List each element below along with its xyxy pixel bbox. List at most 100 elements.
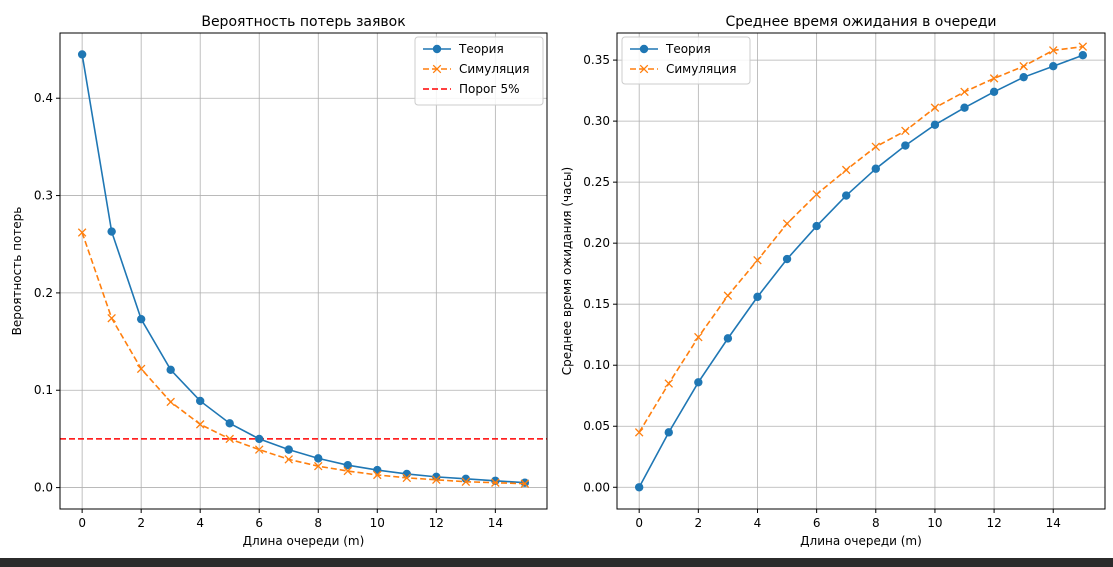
data-point bbox=[136, 364, 146, 374]
data-point bbox=[930, 120, 940, 129]
x-tick-label: 0 bbox=[78, 516, 86, 530]
data-point bbox=[166, 397, 175, 407]
legend-label: Симуляция bbox=[666, 62, 736, 76]
data-point bbox=[989, 87, 999, 97]
data-point bbox=[753, 255, 762, 265]
data-point bbox=[343, 460, 352, 470]
x-tick-label: 4 bbox=[754, 516, 762, 530]
x-tick-label: 2 bbox=[695, 516, 703, 530]
data-point bbox=[225, 419, 234, 428]
data-point bbox=[491, 476, 500, 485]
y-tick-label: 0.00 bbox=[583, 480, 610, 494]
data-point bbox=[782, 254, 792, 264]
chart-title: Вероятность потерь заявок bbox=[201, 14, 405, 30]
y-tick-label: 0.0 bbox=[34, 481, 53, 495]
data-point bbox=[989, 74, 999, 83]
data-point bbox=[195, 420, 205, 429]
y-tick-label: 0.25 bbox=[583, 175, 610, 189]
data-point bbox=[812, 190, 821, 199]
data-point bbox=[107, 313, 116, 323]
data-point bbox=[842, 191, 851, 200]
y-tick-label: 0.1 bbox=[34, 383, 53, 397]
x-tick-label: 14 bbox=[488, 516, 503, 530]
data-point bbox=[314, 454, 323, 463]
x-tick-label: 8 bbox=[872, 516, 880, 530]
data-point bbox=[1078, 51, 1088, 60]
x-axis-title: Длина очереди (m) bbox=[243, 534, 365, 548]
legend-marker bbox=[432, 44, 442, 54]
data-point bbox=[960, 103, 969, 112]
y-tick-label: 0.2 bbox=[34, 286, 53, 300]
y-tick-label: 0.05 bbox=[583, 419, 610, 433]
data-point bbox=[491, 478, 500, 487]
data-point bbox=[284, 445, 293, 454]
data-point bbox=[1019, 61, 1028, 71]
x-tick-label: 10 bbox=[370, 516, 385, 530]
data-point bbox=[841, 165, 851, 175]
legend: Теория Симуляция Порог 5% bbox=[414, 36, 544, 106]
data-point bbox=[284, 455, 294, 464]
data-point bbox=[77, 50, 87, 59]
x-axis-title: Длина очереди (m) bbox=[800, 534, 922, 548]
y-tick-label: 0.3 bbox=[34, 189, 53, 203]
data-point bbox=[901, 141, 910, 150]
x-tick-label: 10 bbox=[927, 516, 942, 530]
data-point bbox=[136, 314, 146, 324]
y-axis-title: Среднее время ожидания (часы) bbox=[560, 167, 574, 375]
data-point bbox=[107, 227, 116, 236]
data-point bbox=[1048, 46, 1058, 55]
legend-label: Теория bbox=[665, 42, 711, 56]
data-point bbox=[254, 445, 264, 454]
data-point bbox=[373, 465, 382, 475]
data-point bbox=[901, 126, 910, 136]
data-point bbox=[402, 473, 412, 483]
data-point bbox=[664, 379, 674, 388]
series-line-1 bbox=[638, 45, 1083, 433]
x-tick-label: 2 bbox=[137, 516, 145, 530]
data-point bbox=[77, 228, 87, 237]
x-tick-label: 6 bbox=[255, 516, 263, 530]
plot-frame bbox=[59, 32, 548, 510]
x-tick-label: 12 bbox=[986, 516, 1001, 530]
x-tick-label: 4 bbox=[196, 516, 204, 530]
x-tick-label: 6 bbox=[813, 516, 821, 530]
bottom-bar bbox=[0, 558, 1113, 567]
data-point bbox=[461, 474, 471, 484]
data-point bbox=[782, 219, 792, 228]
data-point bbox=[930, 103, 940, 112]
loss-probability-chart: 0 2 4 6 8 10 12 14 0.0 0.1 0.2 0.3 0.4 Вероятность п… bbox=[10, 14, 548, 548]
data-point bbox=[1019, 72, 1028, 82]
data-point bbox=[694, 332, 703, 342]
y-tick-label: 0.15 bbox=[583, 297, 610, 311]
plot-frame bbox=[616, 32, 1106, 510]
legend-label: Симуляция bbox=[459, 62, 529, 76]
data-point bbox=[1049, 61, 1058, 71]
legend-marker bbox=[639, 64, 649, 74]
data-point bbox=[753, 292, 762, 302]
chart-title: Среднее время ожидания в очереди bbox=[725, 14, 996, 30]
series-line-0 bbox=[638, 54, 1084, 488]
data-point bbox=[461, 477, 471, 487]
y-tick-label: 0.35 bbox=[583, 53, 610, 67]
data-point bbox=[520, 479, 530, 488]
y-tick-label: 0.4 bbox=[34, 91, 53, 105]
series-line-0 bbox=[81, 54, 525, 484]
data-point bbox=[195, 396, 205, 406]
data-point bbox=[432, 475, 441, 485]
data-point bbox=[520, 478, 530, 487]
data-point bbox=[694, 378, 703, 387]
data-point bbox=[871, 142, 881, 152]
y-tick-label: 0.10 bbox=[583, 358, 610, 372]
data-point bbox=[634, 483, 644, 492]
waiting-time-chart: 0 2 4 6 8 10 12 14 0.00 0.05 0.10 0.15 0.20 0.25 0.30 0… bbox=[560, 14, 1106, 548]
data-point bbox=[1078, 42, 1088, 51]
x-tick-label: 8 bbox=[314, 516, 322, 530]
legend-box bbox=[414, 36, 544, 106]
legend-marker bbox=[639, 44, 649, 54]
y-axis-title: Вероятность потерь bbox=[10, 207, 24, 336]
data-point bbox=[871, 164, 880, 173]
data-point bbox=[723, 334, 733, 343]
legend-label: Порог 5% bbox=[459, 82, 519, 96]
data-point bbox=[723, 291, 733, 300]
